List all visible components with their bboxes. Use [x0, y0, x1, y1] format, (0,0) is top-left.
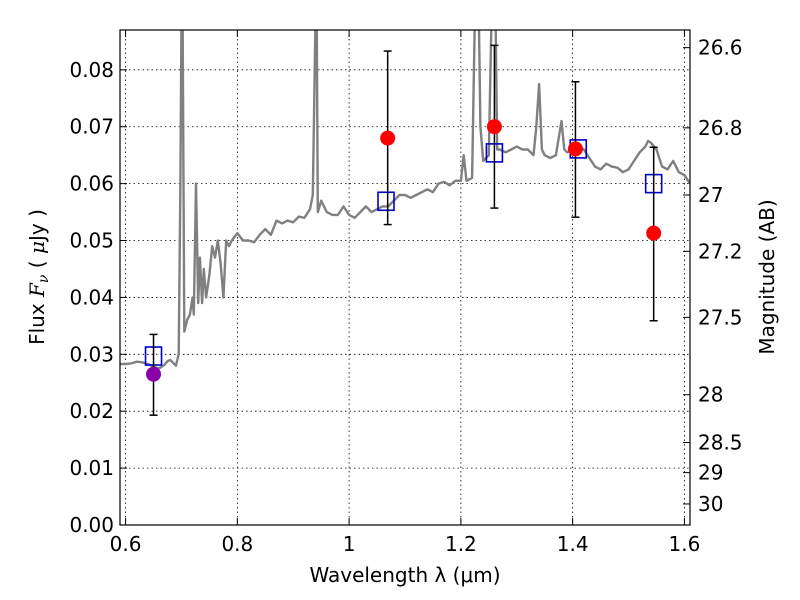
- axes-ticks: 0.6 0.8 1 1.2 1.4 1.6 0.00 0.01 0.02 0.03 0.04 0.05…: [69, 30, 743, 556]
- plot-area: [120, 30, 690, 416]
- x-tick-label: 0.8: [221, 532, 253, 556]
- y-axis-label-unit: Jy ): [25, 209, 49, 243]
- y2-axis-label: Magnitude (AB): [755, 199, 779, 354]
- y2-tick-label: 28.5: [698, 431, 743, 455]
- grid: [120, 30, 690, 526]
- observed-data-point: [646, 225, 662, 241]
- y-axis-label-prefix: Flux: [25, 297, 49, 345]
- y2-tick-label: 27.2: [698, 239, 743, 263]
- y-axis-label-subscript: ν: [36, 274, 52, 283]
- y-tick-label: 0.07: [69, 115, 114, 139]
- y-axis-label-open: (: [25, 254, 49, 275]
- x-tick-label: 1.2: [445, 532, 477, 556]
- y-tick-label: 0.02: [69, 399, 114, 423]
- y-tick-label: 0.08: [69, 58, 114, 82]
- y2-tick-label: 27: [698, 183, 723, 207]
- y-tick-label: 0.04: [69, 285, 114, 309]
- y2-tick-label: 27.5: [698, 305, 743, 329]
- plot-frame: [119, 29, 691, 526]
- model-photometry-marker: [377, 191, 395, 212]
- x-tick-label: 1.4: [557, 532, 589, 556]
- y2-tick-label: 26.6: [698, 36, 743, 60]
- y-tick-label: 0.00: [69, 513, 114, 537]
- observed-data-point: [486, 119, 502, 135]
- observed-data-point: [380, 130, 396, 146]
- y-axis-label: Flux Fν ( μJy ): [25, 209, 52, 345]
- y-axis-label-symbol: F: [25, 282, 49, 298]
- observed-data-point: [567, 141, 583, 157]
- y-axis-label-mu: μ: [25, 241, 49, 254]
- y-tick-label: 0.05: [69, 229, 114, 253]
- y2-tick-label: 28: [698, 383, 723, 407]
- y2-tick-label: 29: [698, 461, 723, 485]
- y2-tick-label: 30: [698, 492, 723, 516]
- x-axis-label: Wavelength λ (μm): [309, 563, 500, 587]
- y2-tick-label: 26.8: [698, 116, 743, 140]
- x-tick-label: 0.6: [110, 532, 142, 556]
- y-tick-label: 0.06: [69, 172, 114, 196]
- y-tick-label: 0.03: [69, 342, 114, 366]
- y-tick-label: 0.01: [69, 456, 114, 480]
- x-tick-label: 1: [343, 532, 356, 556]
- observed-data-point: [146, 366, 162, 382]
- x-tick-label: 1.6: [669, 532, 701, 556]
